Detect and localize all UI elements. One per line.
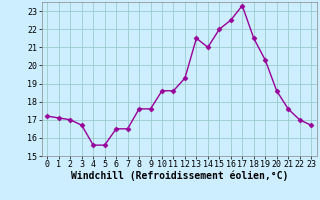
X-axis label: Windchill (Refroidissement éolien,°C): Windchill (Refroidissement éolien,°C) <box>70 171 288 181</box>
